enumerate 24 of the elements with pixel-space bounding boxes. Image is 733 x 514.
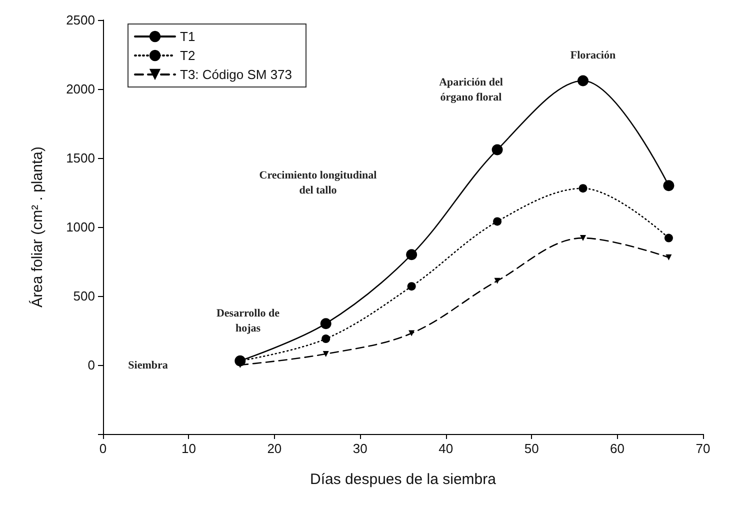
annotation: Aparición del órgano floral	[439, 76, 503, 104]
legend-label: T1	[180, 29, 196, 44]
y-tick-label: 2500	[66, 12, 95, 28]
x-tick-label: 40	[438, 441, 454, 456]
legend-label: T3: Código SM 373	[180, 67, 292, 82]
annotation: Desarrollo de hojas	[216, 308, 280, 334]
y-tick-label: 1000	[66, 220, 95, 234]
x-tick-label: 20	[267, 441, 282, 456]
annotation: Siembra	[128, 360, 168, 372]
x-tick-label: 60	[610, 441, 625, 456]
annotation: Crecimiento longitudinal del tallo	[259, 170, 377, 196]
annotation: Floración	[570, 50, 616, 62]
x-tick-label: 70	[696, 441, 710, 456]
y-tick-label: 2000	[66, 82, 95, 96]
y-tick-label: 500	[73, 288, 95, 304]
legend-label: T2	[180, 48, 196, 63]
x-tick-label: 0	[99, 441, 107, 456]
x-tick-label: 50	[524, 441, 539, 456]
x-axis-title: Días despues de la siembra	[310, 471, 497, 488]
y-axis-title: Área foliar (cm² . planta)	[28, 146, 46, 308]
x-tick-label: 30	[352, 441, 368, 456]
y-tick-label: 0	[88, 358, 95, 372]
y-tick-label: 1500	[66, 150, 95, 166]
x-tick-label: 10	[181, 441, 196, 456]
